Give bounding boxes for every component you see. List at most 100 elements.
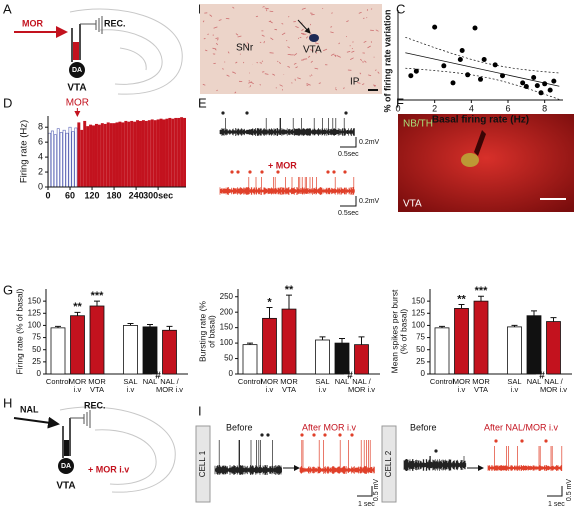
burst-dot <box>350 433 354 437</box>
rec-label: REC. <box>84 400 106 410</box>
bar <box>162 119 166 188</box>
bar <box>47 132 51 188</box>
bar <box>334 342 350 375</box>
cell-box <box>381 425 397 503</box>
x-tick-label: Control <box>46 377 71 386</box>
y-tick-label: 125 <box>412 308 426 317</box>
burst-dot <box>520 439 524 443</box>
bar <box>68 126 72 188</box>
burst-dot <box>338 433 342 437</box>
x-tick-label: MOR <box>261 377 279 386</box>
bar <box>180 117 184 188</box>
x-tick-label: VTA <box>474 385 488 394</box>
scale-bar <box>340 196 357 207</box>
bar <box>526 315 542 375</box>
bar <box>118 121 122 188</box>
point <box>413 68 419 74</box>
region-label: VTA <box>403 199 422 210</box>
bar <box>123 325 138 375</box>
condition-label: After NAL/MOR i.v <box>484 422 559 432</box>
y-tick-label: 100 <box>412 321 426 330</box>
x-tick-label: MOR <box>69 377 87 386</box>
x-tick-label: VTA <box>90 385 104 394</box>
x-tick-label: NAL / <box>352 377 371 386</box>
y-tick-label: 250 <box>220 292 234 301</box>
burst-dot <box>221 111 225 115</box>
x-tick-label: i.v <box>511 385 519 394</box>
point <box>492 62 498 68</box>
panel-letter: H <box>3 395 12 410</box>
point <box>441 63 447 69</box>
error-bar <box>478 295 484 302</box>
y-tick-label: 50 <box>416 345 425 354</box>
bar <box>97 124 101 188</box>
confidence-band <box>405 36 560 74</box>
point <box>542 81 548 87</box>
x-tick-label: Control <box>238 377 263 386</box>
error-bar <box>550 317 557 322</box>
labeled-cell <box>461 153 479 167</box>
x-tick-label: 60 <box>65 190 75 200</box>
fluorescence-image <box>398 114 574 212</box>
bar <box>183 117 187 188</box>
bar <box>100 123 104 188</box>
y-tick-label: 0 <box>37 369 42 378</box>
axis-break: # <box>347 371 353 382</box>
error-bar <box>339 337 345 344</box>
panel-letter: F <box>396 95 404 110</box>
bar <box>133 121 137 188</box>
trace <box>214 440 282 475</box>
condition-label: Before <box>226 422 253 432</box>
y-tick-label: 6 <box>38 137 43 147</box>
bar <box>92 125 95 188</box>
significance: ** <box>457 293 466 305</box>
error-bar <box>319 336 326 340</box>
x-tick-label: 4 <box>469 103 474 113</box>
bar <box>473 300 489 375</box>
neuron-label: DA <box>61 463 71 470</box>
burst-dot <box>230 170 234 174</box>
y-tick-label: 150 <box>412 296 426 305</box>
burst-dot <box>260 170 264 174</box>
cell-label: CELL 2 <box>384 450 393 477</box>
x-tick-label: MOR <box>453 377 471 386</box>
diagram-h <box>59 406 176 493</box>
bar <box>65 132 69 188</box>
point <box>520 80 526 86</box>
axis-break: # <box>155 371 161 382</box>
bar <box>112 123 116 188</box>
y-tick-label: 0 <box>229 369 234 378</box>
error-bar <box>266 307 273 319</box>
bar <box>103 123 107 188</box>
trace <box>403 456 467 471</box>
bar <box>127 121 131 188</box>
x-tick-label: NAL / <box>160 377 179 386</box>
x-tick-label: MOR <box>280 377 298 386</box>
error-bar <box>55 325 61 328</box>
x-tick-label: SAL <box>507 377 521 386</box>
y-axis-label: Firing rate (% of basal) <box>14 288 24 374</box>
x-tick-label: NAL <box>335 377 350 386</box>
image-texture <box>202 5 380 94</box>
y-tick-label: 8 <box>38 122 43 132</box>
x-tick-label: 300sec <box>143 190 173 200</box>
panel-letter: E <box>198 95 207 110</box>
bar <box>142 326 158 375</box>
bar <box>56 128 60 188</box>
point <box>478 76 483 82</box>
bar <box>153 120 157 188</box>
error-bar <box>247 342 253 345</box>
neuron <box>69 62 85 78</box>
bar <box>177 117 181 188</box>
bar <box>53 134 57 188</box>
point <box>534 83 540 89</box>
bar <box>124 120 128 188</box>
burst-dot <box>312 433 316 437</box>
confidence-band <box>405 67 560 100</box>
bar <box>109 123 113 188</box>
y-axis-label: of basal) <box>206 315 216 348</box>
burst-dot <box>248 170 252 174</box>
point <box>450 80 456 86</box>
significance: ** <box>285 284 294 296</box>
x-tick-label: 240 <box>129 190 144 200</box>
